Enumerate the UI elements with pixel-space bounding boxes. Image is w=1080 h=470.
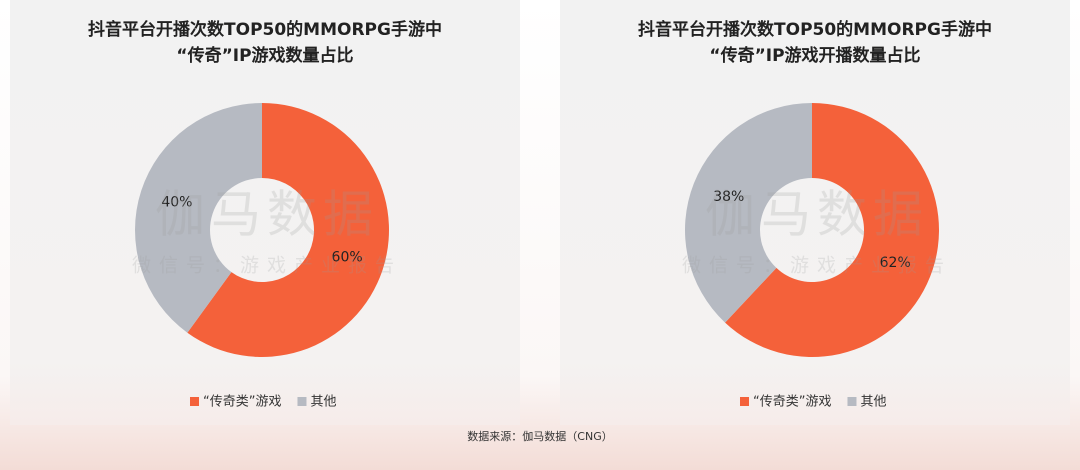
legend-label: 其他 [860,395,886,410]
legend-swatch [847,397,857,406]
donut-segment [135,103,262,333]
legend-label: “传奇类”游戏 [203,394,281,410]
watermark: 微信号：游戏产业报告 [682,255,952,277]
donut-segment [684,103,812,323]
chart-title: 抖音平台开播次数TOP50的MMORPG手游中 [638,19,992,40]
watermark: 微信号：游戏产业报告 [132,255,402,277]
chart-title: 抖音平台开播次数TOP50的MMORPG手游中 [88,19,442,40]
watermark: 伽马数据 [705,186,929,244]
source: 数据来源：伽马数据（CNG） [467,429,612,443]
donut-segment [725,103,939,357]
value-label: 62% [880,255,911,271]
value-label: 60% [332,250,363,266]
legend-swatch [190,397,199,406]
value-label: 40% [161,194,192,210]
legend-swatch [740,397,749,406]
value-label: 38% [713,189,744,205]
legend-swatch [297,397,307,406]
legend-label: 其他 [310,395,336,410]
legend-label: “传奇类”游戏 [753,394,831,410]
chart-title: “传奇”IP游戏数量占比 [176,45,353,66]
donut-segment [187,103,390,358]
chart-title: “传奇”IP游戏开播数量占比 [709,45,920,66]
watermark: 伽马数据 [155,186,379,244]
